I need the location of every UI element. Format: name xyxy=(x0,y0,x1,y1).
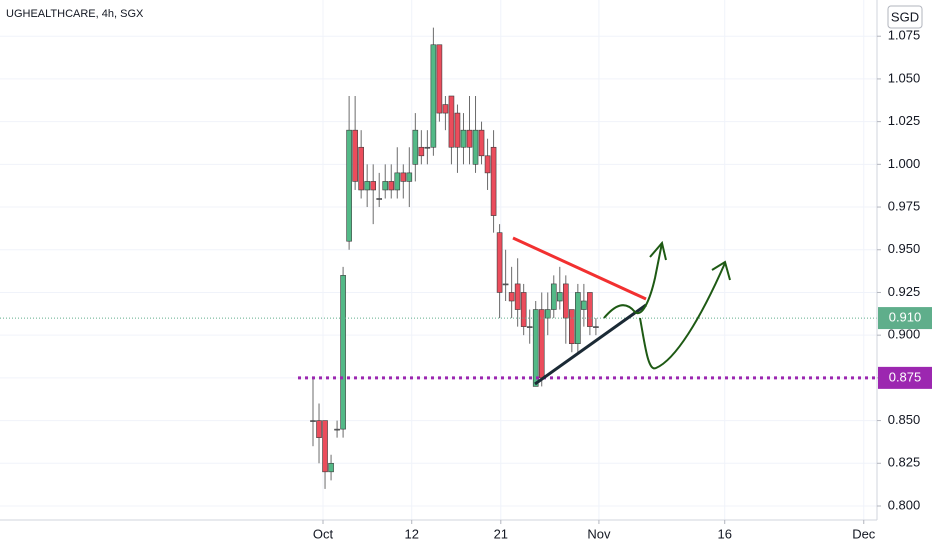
candle-body xyxy=(587,292,593,327)
x-tick-label: Dec xyxy=(852,526,876,541)
candle-body xyxy=(556,292,563,302)
y-tick-label: 0.975 xyxy=(888,198,921,213)
candle-body xyxy=(424,146,431,149)
candles xyxy=(0,27,877,489)
candle-body xyxy=(328,462,334,473)
candle-body xyxy=(310,420,316,422)
candle-body xyxy=(575,292,581,345)
arrow-head-2 xyxy=(711,260,731,281)
candle-body xyxy=(460,129,467,148)
y-tick-label: 0.900 xyxy=(888,327,921,342)
x-tick-label: 21 xyxy=(494,526,508,541)
candle-body xyxy=(346,129,352,242)
y-tick-label: 0.925 xyxy=(888,284,921,299)
candle-body xyxy=(400,172,407,182)
candle-body xyxy=(376,198,383,200)
currency-label[interactable]: SGD xyxy=(891,9,919,24)
last_price-badge xyxy=(878,307,932,330)
candle-body xyxy=(514,283,521,310)
candle-body xyxy=(418,146,425,157)
candle-body xyxy=(454,112,461,148)
y-tick-label: 0.950 xyxy=(888,241,921,256)
chart-title: UGHEALTHCARE, 4h, SGX xyxy=(6,8,144,20)
y-tick-label: 0.800 xyxy=(888,497,921,512)
y-tick-label: 1.025 xyxy=(888,113,921,128)
y-tick-label: 0.825 xyxy=(888,455,921,470)
arrow-up-2 xyxy=(639,262,726,370)
candle-body xyxy=(448,95,455,148)
candle-body xyxy=(563,283,569,319)
arrow-up-1 xyxy=(603,242,663,319)
candle-body xyxy=(484,155,491,174)
candle-body xyxy=(502,283,509,286)
grid xyxy=(0,0,877,520)
candle-body xyxy=(436,44,443,114)
x-tick-label: Nov xyxy=(587,526,611,541)
candle-body xyxy=(526,326,533,328)
candle-body xyxy=(388,181,395,191)
resistance-line xyxy=(512,236,647,301)
currency-button[interactable] xyxy=(887,5,923,29)
candle-body xyxy=(352,129,358,182)
candle-body xyxy=(340,275,346,430)
candle-body xyxy=(478,129,485,157)
candle-body xyxy=(490,146,497,216)
drawings xyxy=(512,236,731,386)
candle-body xyxy=(581,300,587,310)
support-line xyxy=(534,303,647,386)
candle-body xyxy=(406,172,413,182)
candle-body xyxy=(532,309,539,387)
candle-body xyxy=(412,129,419,165)
candle-body xyxy=(358,146,364,191)
horizontal_line-badge-label: 0.875 xyxy=(889,369,922,384)
candle-body xyxy=(322,420,328,473)
x-tick-label: Oct xyxy=(313,526,334,541)
candle-body xyxy=(520,292,527,327)
candle-body xyxy=(569,309,575,345)
y-tick-label: 0.850 xyxy=(888,412,921,427)
candle-body xyxy=(538,309,545,379)
candle-body xyxy=(430,44,437,148)
y-tick-label: 1.000 xyxy=(888,156,921,171)
axes: 0.800 0.825 0.850 0.875 0.900 0.925 0.950 0.975… xyxy=(313,28,932,541)
candle-body xyxy=(334,428,340,431)
y-tick-label: 1.050 xyxy=(888,70,921,85)
candle-body xyxy=(472,129,479,165)
candle-body xyxy=(370,181,376,191)
last_price-badge-label: 0.910 xyxy=(889,310,922,325)
candle-body xyxy=(466,129,473,148)
y-tick-label: 1.075 xyxy=(888,28,921,43)
candle-body xyxy=(593,326,599,328)
candle-body xyxy=(382,181,389,191)
candle-body xyxy=(442,104,449,114)
candle-body xyxy=(364,181,370,191)
candle-body xyxy=(508,292,515,302)
candle-body xyxy=(496,232,503,293)
x-tick-label: 16 xyxy=(717,526,731,541)
horizontal_line-badge xyxy=(878,366,932,389)
candle-body xyxy=(316,420,322,438)
candle-body xyxy=(550,283,557,310)
candle-body xyxy=(394,172,401,191)
x-tick-label: 12 xyxy=(404,526,418,541)
arrow-head-1 xyxy=(649,240,667,261)
candle-body xyxy=(544,309,551,319)
